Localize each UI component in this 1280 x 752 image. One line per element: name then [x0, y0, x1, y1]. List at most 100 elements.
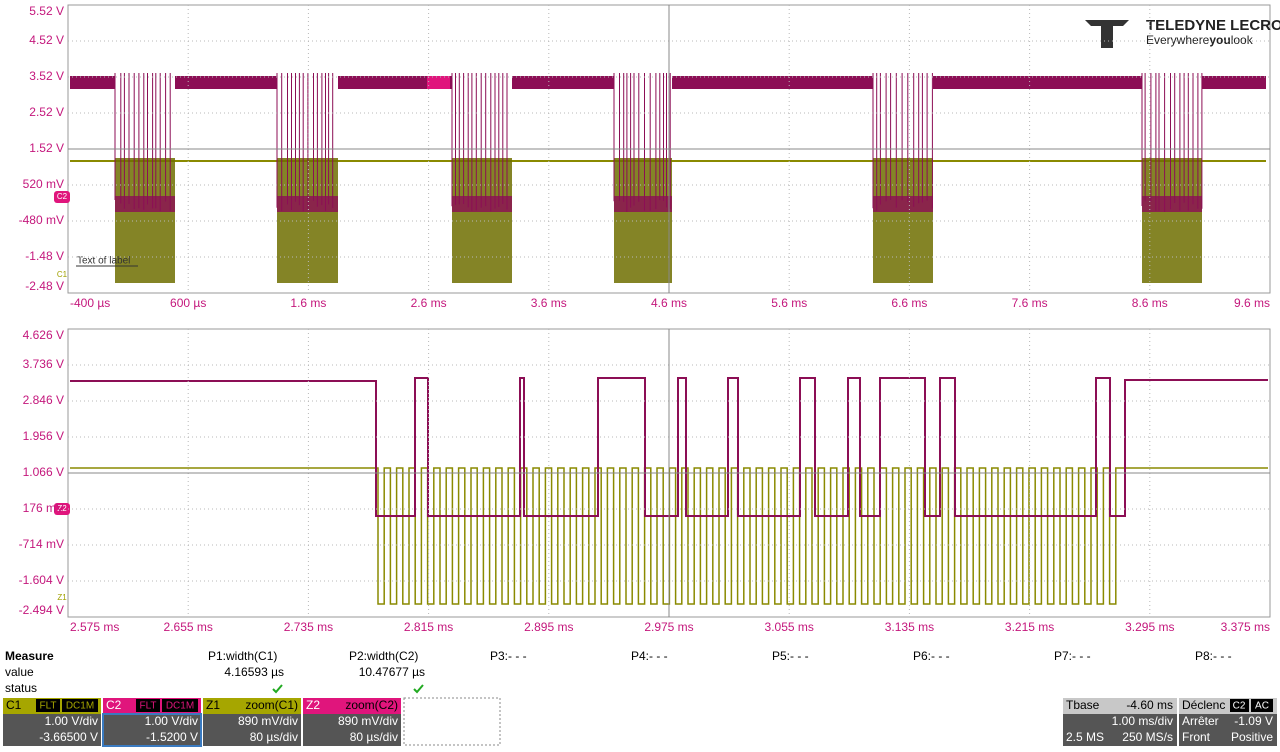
z1-marker: Z1: [57, 593, 67, 602]
trigger-coupling: AC: [1255, 701, 1269, 712]
c1-burst: [452, 158, 512, 283]
channel-line1: 890 mV/div: [238, 714, 298, 728]
c2-edges: [114, 73, 171, 212]
status-ok: [272, 684, 283, 694]
y-axis-label: 4.626 V: [23, 328, 64, 342]
timebase-box[interactable]: Tbase -4.60 ms 1.00 ms/div 2.5 MS 250 MS…: [1063, 698, 1177, 746]
x-axis-label: 1.6 ms: [290, 296, 326, 310]
channel-id: C1: [6, 698, 22, 712]
param-name: P2:width(C2): [349, 649, 418, 663]
channel-box[interactable]: Z2 zoom(C2) 890 mV/div 80 µs/div: [303, 698, 401, 746]
x-axis-label: 3.295 ms: [1125, 620, 1174, 634]
tbase-title: Tbase: [1066, 698, 1100, 712]
y-axis-label: -714 mV: [19, 537, 64, 551]
channel-line1: 1.00 V/div: [45, 714, 98, 728]
c2-edges: [451, 73, 508, 212]
x-axis-label: 2.815 ms: [404, 620, 453, 634]
empty-slot[interactable]: [403, 697, 501, 746]
param-name: P5:- - -: [772, 649, 809, 663]
channel-body: [3, 714, 101, 746]
channel-box[interactable]: Z1 zoom(C1) 890 mV/div 80 µs/div: [203, 698, 301, 746]
trigger-slope: Positive: [1231, 730, 1273, 744]
channel-id: C2: [106, 698, 122, 712]
trigger-box[interactable]: Déclenc C2 AC Arrêter -1.09 V Front Posi…: [1179, 698, 1277, 746]
c2-trace: [70, 76, 115, 89]
x-axis-label: 3.375 ms: [1221, 620, 1270, 634]
channel-header: [303, 698, 401, 714]
x-axis-label: 2.655 ms: [164, 620, 213, 634]
c2-burst: [452, 196, 512, 212]
channel-source: zoom(C1): [245, 698, 298, 712]
row-status: status: [5, 681, 37, 695]
x-axis-label: -400 µs: [70, 296, 110, 310]
x-axis-label: 5.6 ms: [771, 296, 807, 310]
x-axis-label: 3.135 ms: [885, 620, 934, 634]
logo-tagline: Everywhereyoulook: [1146, 33, 1254, 47]
tbase-samples: 2.5 MS: [1066, 730, 1104, 744]
c1-marker: C1: [57, 270, 68, 279]
y-axis-label: 1.52 V: [29, 141, 64, 155]
tagline-a: Everywhere: [1146, 33, 1210, 47]
y-axis-label: -2.494 V: [19, 603, 64, 617]
channel-header: [203, 698, 301, 714]
channel-line2: -3.66500 V: [39, 730, 98, 744]
logo-icon: [1085, 20, 1129, 48]
y-axis-label: 5.52 V: [29, 4, 64, 18]
param-name: P1:width(C1): [208, 649, 277, 663]
trigger-level: -1.09 V: [1234, 714, 1273, 728]
channel-box[interactable]: C1 FLT DC1M 1.00 V/div -3.66500 V: [3, 698, 101, 746]
tag-bg: [36, 699, 60, 712]
label-annotation: Text of label: [77, 256, 130, 267]
channel-body: [203, 714, 301, 746]
logo: TELEDYNE LECROY Everywhereyoulook: [1085, 17, 1280, 48]
c2-trace: [933, 76, 1142, 89]
x-axis-label: 2.895 ms: [524, 620, 573, 634]
tbase-per-div: 1.00 ms/div: [1112, 714, 1173, 728]
x-axis-label: 3.055 ms: [765, 620, 814, 634]
x-axis-label: 3.6 ms: [531, 296, 567, 310]
c2-trace: [512, 76, 614, 89]
c2-burst: [873, 196, 933, 212]
c2-trace: [175, 76, 277, 89]
channel-tag: FLT: [39, 701, 56, 712]
z2-marker: Z2: [57, 504, 67, 513]
y-axis-label: -480 mV: [19, 213, 64, 227]
y-axis-label: 176 mV: [23, 501, 64, 515]
c2-edges: [872, 73, 933, 211]
tag-bg: [62, 699, 98, 712]
x-axis-label: 2.975 ms: [644, 620, 693, 634]
c2-highlight: [427, 76, 450, 89]
tagline-b: you: [1209, 33, 1230, 47]
y-axis-label: 2.52 V: [29, 105, 64, 119]
y-axis-label: -1.604 V: [19, 573, 64, 587]
channel-box[interactable]: C2 FLT DC1M 1.00 V/div -1.5200 V: [102, 698, 202, 747]
c2-edges: [1141, 73, 1203, 212]
tbase-offset: -4.60 ms: [1126, 698, 1173, 712]
channel-line2: 80 µs/div: [250, 730, 298, 744]
row-value: value: [5, 665, 34, 679]
x-axis-label: 7.6 ms: [1012, 296, 1048, 310]
y-axis-label: -1.48 V: [25, 249, 64, 263]
waveforms: [70, 73, 1268, 605]
x-axis-label: 2.735 ms: [284, 620, 333, 634]
z2-marker-bg: [54, 503, 70, 515]
y-axis-label: 1.956 V: [23, 429, 64, 443]
param-value: 4.16593 µs: [224, 665, 284, 679]
tbase-rate: 250 MS/s: [1122, 730, 1173, 744]
channel-body: [303, 714, 401, 746]
measure-title: Measure: [5, 649, 54, 663]
x-axis-label: 3.215 ms: [1005, 620, 1054, 634]
tagline-c: look: [1231, 33, 1254, 47]
y-axis-label: -2.48 V: [25, 279, 64, 293]
x-axis-label: 9.6 ms: [1234, 296, 1270, 310]
channel-source: zoom(C2): [345, 698, 398, 712]
y-axis-label: 3.736 V: [23, 357, 64, 371]
logo-brand: TELEDYNE LECROY: [1146, 17, 1280, 34]
channel-id: Z2: [306, 698, 320, 712]
channel-line2: -1.5200 V: [146, 730, 198, 744]
trigger-title: Déclenc: [1182, 698, 1225, 712]
channel-line1: 890 mV/div: [338, 714, 398, 728]
trigger-source: C2: [1233, 701, 1246, 712]
x-axis-label: 600 µs: [170, 296, 206, 310]
